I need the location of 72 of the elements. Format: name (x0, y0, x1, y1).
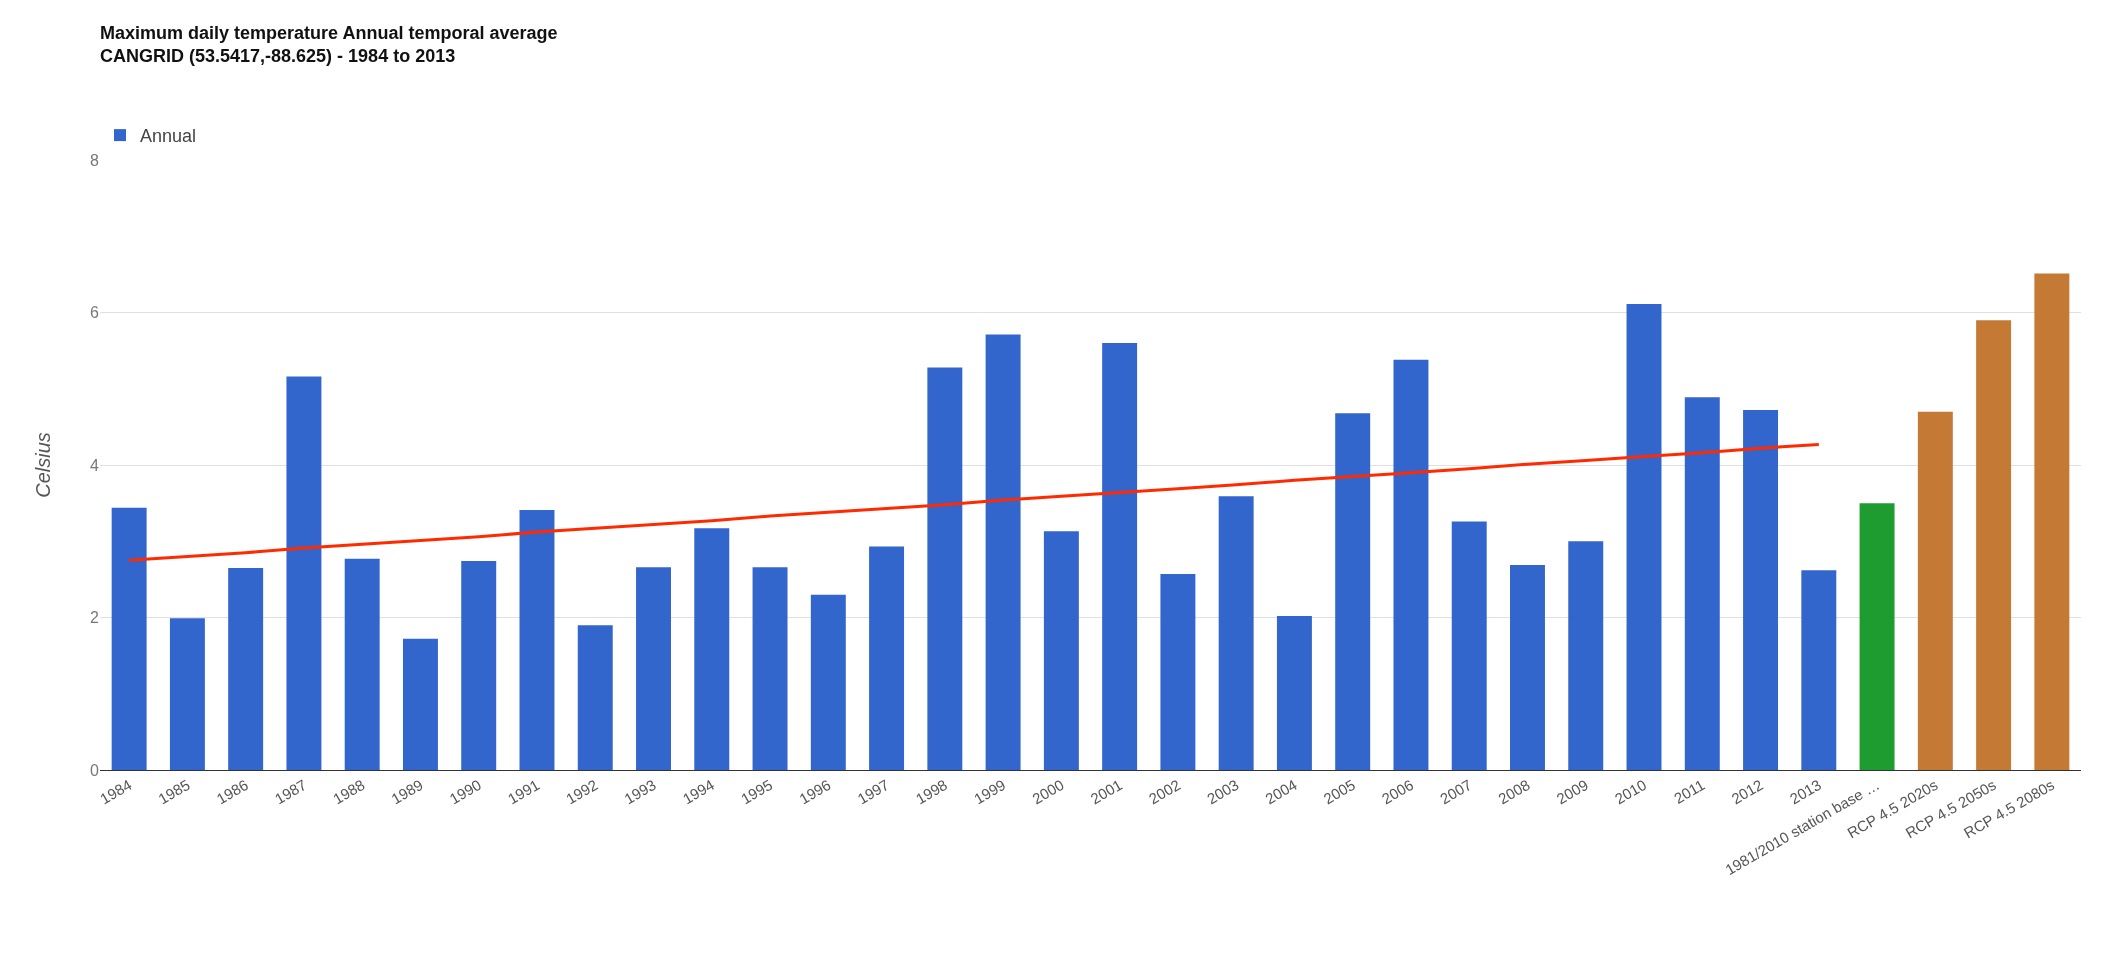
x-tick-label: 2009 (1553, 775, 1591, 808)
bar (169, 618, 205, 770)
bar (752, 567, 788, 770)
x-tick-label: 2005 (1320, 775, 1358, 808)
x-tick-label: 1996 (796, 775, 834, 808)
bar (1976, 320, 2012, 770)
x-tick-label: 2007 (1437, 775, 1475, 808)
x-tick-label: 1990 (446, 775, 484, 808)
x-tick-label: 1995 (737, 775, 776, 808)
bar (1917, 411, 1953, 770)
legend-label: Annual (140, 126, 197, 147)
bar (519, 509, 555, 770)
x-tick-label: 2000 (1029, 775, 1067, 808)
chart-title: Maximum daily temperature Annual temporal average (100, 22, 558, 43)
x-tick-label: 2001 (1087, 775, 1125, 808)
x-tick-label: 1987 (271, 775, 310, 808)
x-tick-label: 1991 (504, 775, 543, 808)
y-tick-label: 6 (90, 304, 100, 322)
x-tick-label: 1997 (854, 775, 892, 808)
bar (1335, 413, 1371, 770)
bar (1568, 541, 1604, 770)
chart-subtitle: CANGRID (53.5417,-88.625) - 1984 to 2013 (100, 46, 456, 67)
x-tick-label: 2004 (1262, 775, 1300, 808)
bar (286, 376, 322, 770)
y-tick-label: 4 (90, 456, 100, 474)
bar (1510, 564, 1545, 770)
x-tick-label: 2013 (1786, 775, 1825, 808)
bar (344, 558, 380, 770)
bar (1743, 410, 1779, 770)
bar (1218, 496, 1254, 770)
x-tick-label: 2012 (1728, 775, 1766, 808)
bar (1043, 531, 1079, 770)
x-tick-label: 1988 (330, 775, 368, 808)
x-tick-label: 1986 (213, 775, 251, 808)
x-tick-label: 1993 (621, 775, 659, 808)
bar (1276, 615, 1312, 770)
bar (1160, 574, 1196, 770)
bar (927, 367, 963, 770)
bar (111, 507, 147, 770)
bar (1626, 304, 1662, 770)
bar (2034, 273, 2070, 770)
bar (1451, 521, 1487, 770)
bar (1102, 343, 1138, 770)
y-tick-label: 8 (90, 151, 100, 169)
x-tick-label: 2008 (1495, 775, 1533, 808)
y-tick-label: 2 (90, 609, 100, 627)
bar (694, 528, 730, 770)
bar (402, 638, 438, 770)
bar (1393, 359, 1429, 770)
x-tick-label: 2011 (1671, 775, 1708, 807)
y-axis-title: Celsius (32, 432, 54, 498)
x-tick-label: 1985 (155, 775, 193, 808)
bar (636, 567, 671, 770)
bar (1859, 503, 1895, 770)
x-tick-label: 1994 (679, 775, 718, 808)
x-tick-label: 2003 (1204, 775, 1242, 808)
bar (1684, 397, 1720, 770)
bar (461, 561, 497, 770)
x-tick-label: 1989 (388, 775, 426, 808)
x-tick-label: 2006 (1378, 775, 1417, 808)
bar (869, 546, 905, 770)
bar (985, 334, 1021, 770)
bar (228, 567, 264, 770)
line-series (127, 442, 1821, 562)
x-tick-label: 1992 (563, 775, 601, 808)
x-tick-label: 2002 (1145, 775, 1184, 808)
x-tick-label: 1999 (970, 775, 1009, 808)
bar (810, 594, 846, 770)
x-tick-label: 1998 (912, 775, 951, 808)
x-tick-label: 2010 (1611, 775, 1650, 808)
bar (1801, 570, 1837, 770)
bar (577, 625, 613, 770)
